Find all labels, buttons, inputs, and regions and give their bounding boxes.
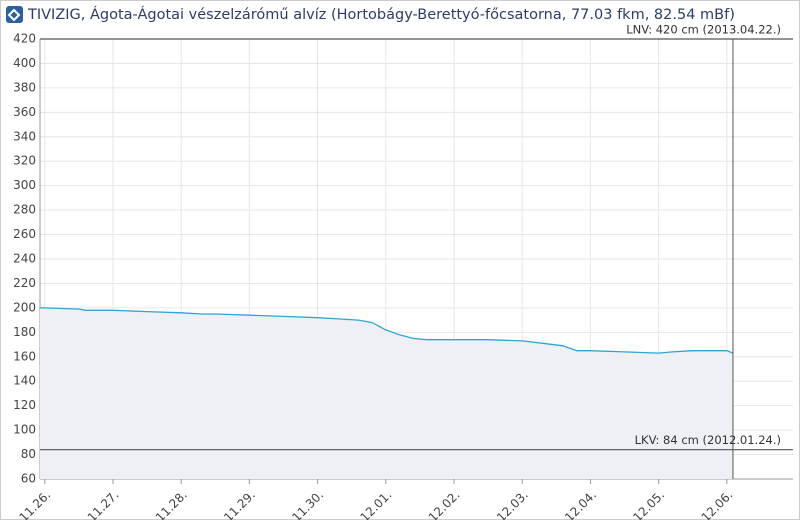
y-tick-label: 220	[13, 276, 36, 290]
threshold-label: LNV: 420 cm (2013.04.22.)	[626, 23, 781, 37]
y-tick-label: 360	[13, 105, 36, 119]
area	[40, 307, 733, 479]
y-tick-label: 80	[21, 447, 36, 461]
y-tick-label: 180	[13, 325, 36, 339]
chart-title: TIVIZIG, Ágota-Ágotai vészelzárómű alvíz…	[27, 6, 735, 23]
y-tick-label: 100	[13, 423, 36, 437]
y-tick-label: 320	[13, 154, 36, 168]
y-tick-label: 400	[13, 56, 36, 70]
y-tick-label: 160	[13, 349, 36, 363]
y-tick-label: 340	[13, 129, 36, 143]
y-tick-label: 200	[13, 300, 36, 314]
threshold-label: LKV: 84 cm (2012.01.24.)	[635, 433, 781, 447]
line	[40, 307, 734, 354]
y-tick-label: 120	[13, 398, 36, 412]
y-tick-label: 280	[13, 203, 36, 217]
y-tick-label: 240	[13, 252, 36, 266]
y-tick-label: 300	[13, 178, 36, 192]
y-tick-label: 260	[13, 227, 36, 241]
y-tick-label: 60	[21, 472, 36, 486]
y-tick-label: 140	[13, 374, 36, 388]
logo	[6, 6, 23, 23]
y-tick-label: 380	[13, 80, 36, 94]
y-tick-label: 420	[13, 32, 36, 46]
